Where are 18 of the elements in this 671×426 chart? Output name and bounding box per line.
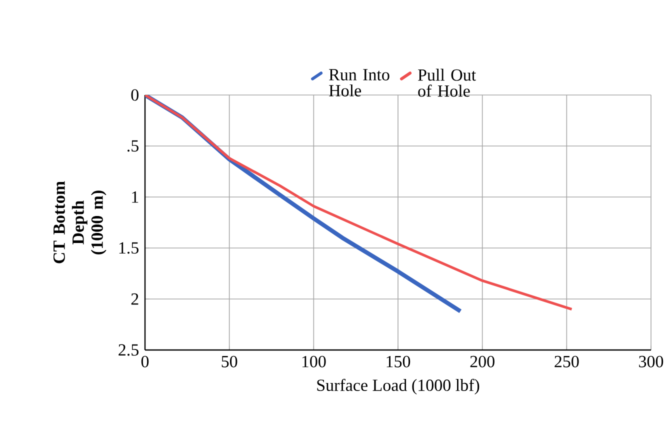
y-axis-title: CT Bottom Depth (1000 m) (53, 181, 106, 264)
x-tick-label: 0 (141, 356, 149, 368)
line-series (145, 95, 574, 311)
x-tick-label: 150 (386, 356, 410, 368)
x-tick-label: 300 (639, 356, 664, 368)
y-tick-label: 0 (131, 89, 138, 101)
x-tick-label: 200 (470, 356, 494, 368)
y-tick-label: 1 (132, 191, 138, 203)
x-tick-label: 100 (302, 356, 326, 368)
x-axis-title: Surface Load (1000 lbf) (317, 378, 480, 394)
x-tick-label: 50 (222, 356, 238, 368)
y-tick-label: 2.5 (118, 344, 138, 356)
y-tick-label: .5 (128, 140, 138, 152)
legend-label: Pull Out of Hole (418, 68, 476, 97)
y-tick-label: 2 (131, 293, 138, 305)
x-tick-label: 250 (554, 356, 579, 368)
y-tick-label: 1.5 (119, 242, 138, 254)
legend-label: Run Into Hole (329, 69, 390, 96)
